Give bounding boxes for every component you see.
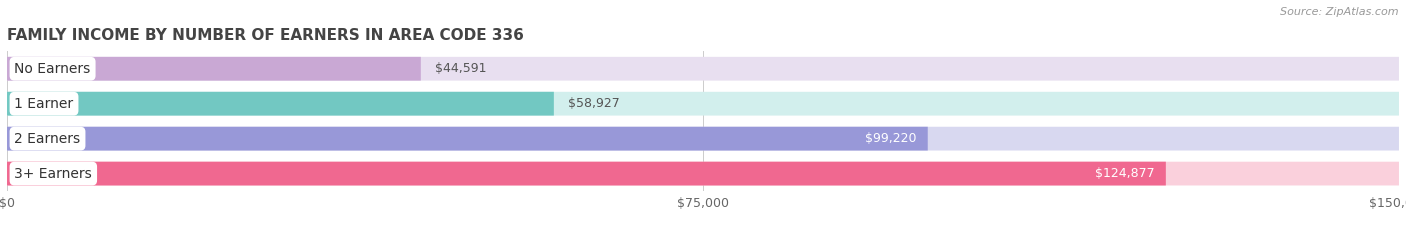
- FancyBboxPatch shape: [7, 57, 420, 81]
- FancyBboxPatch shape: [7, 127, 928, 151]
- FancyBboxPatch shape: [7, 57, 1399, 81]
- FancyBboxPatch shape: [7, 92, 1399, 116]
- Text: $124,877: $124,877: [1095, 167, 1154, 180]
- FancyBboxPatch shape: [7, 162, 1166, 185]
- Text: 1 Earner: 1 Earner: [14, 97, 73, 111]
- Text: $99,220: $99,220: [865, 132, 917, 145]
- Text: 3+ Earners: 3+ Earners: [14, 167, 93, 181]
- FancyBboxPatch shape: [7, 92, 554, 116]
- Text: $58,927: $58,927: [568, 97, 620, 110]
- Text: FAMILY INCOME BY NUMBER OF EARNERS IN AREA CODE 336: FAMILY INCOME BY NUMBER OF EARNERS IN AR…: [7, 28, 524, 43]
- FancyBboxPatch shape: [7, 127, 1399, 151]
- Text: 2 Earners: 2 Earners: [14, 132, 80, 146]
- Text: No Earners: No Earners: [14, 62, 91, 76]
- FancyBboxPatch shape: [7, 162, 1399, 185]
- Text: Source: ZipAtlas.com: Source: ZipAtlas.com: [1281, 7, 1399, 17]
- Text: $44,591: $44,591: [434, 62, 486, 75]
